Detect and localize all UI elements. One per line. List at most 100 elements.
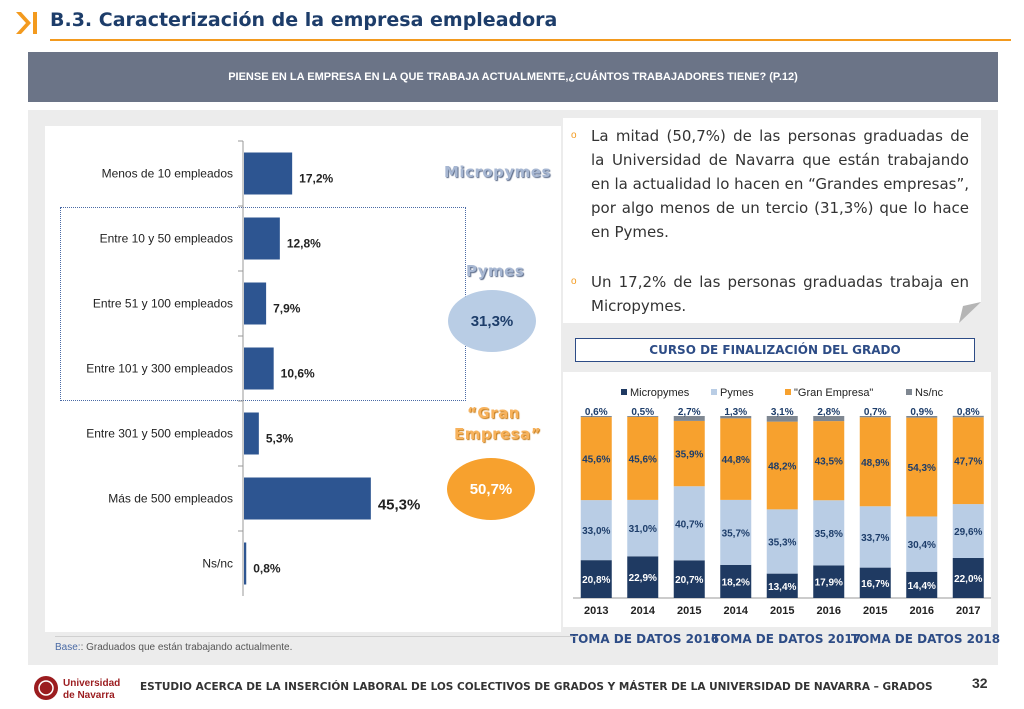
stack-segment	[720, 499, 752, 565]
stack-segment	[859, 567, 891, 598]
stack-segment	[952, 504, 984, 558]
x-tick-label: 2017	[956, 605, 980, 617]
period-label-2018: TOMA DE DATOS 2018	[851, 632, 1001, 646]
summary-bullet-1: La mitad (50,7%) de las personas graduad…	[591, 127, 969, 241]
segment-value-label: 29,6%	[954, 527, 982, 538]
gran-empresa-tag-line2: Empresa”	[454, 425, 542, 443]
segment-value-label: 0,9%	[910, 407, 933, 418]
x-tick-label: 2014	[631, 605, 656, 617]
segment-value-label: 31,0%	[629, 524, 657, 535]
legend-swatch	[785, 389, 791, 395]
gran-empresa-total-badge: 50,7%	[447, 458, 535, 520]
segment-value-label: 2,8%	[817, 407, 840, 418]
x-tick-label: 2015	[770, 605, 794, 617]
segment-value-label: 18,2%	[722, 577, 750, 588]
category-label: Entre 101 y 300 empleados	[86, 362, 233, 376]
stack-segment	[673, 486, 705, 561]
segment-value-label: 1,3%	[724, 407, 747, 418]
stack-segment	[952, 415, 984, 418]
stacked-chart-title: CURSO DE FINALIZACIÓN DEL GRADO	[575, 338, 975, 362]
legend-swatch	[906, 389, 912, 395]
segment-value-label: 13,4%	[768, 582, 796, 593]
segment-value-label: 0,7%	[864, 407, 887, 418]
page-title: B.3. Caracterización de la empresa emple…	[50, 9, 558, 31]
bar-value-label: 45,3%	[378, 497, 421, 514]
base-divider	[55, 636, 575, 637]
stack-segment	[766, 509, 798, 574]
stack-segment	[580, 500, 612, 561]
stack-segment	[906, 571, 938, 598]
period-label-2016: TOMA DE DATOS 2016	[570, 632, 720, 646]
stack-segment	[813, 565, 845, 598]
stack-segment	[766, 416, 798, 422]
stack-segment	[627, 556, 659, 598]
segment-value-label: 43,5%	[815, 457, 843, 468]
bullet-icon: o	[571, 276, 577, 287]
segment-value-label: 16,7%	[861, 579, 889, 590]
page-fold-icon	[959, 302, 981, 323]
category-label: Entre 301 y 500 empleados	[86, 427, 233, 441]
stack-segment	[766, 421, 798, 510]
company-size-bar-chart: Menos de 10 empleados 17,2% Entre 10 y 50 …	[86, 140, 421, 596]
segment-value-label: 45,6%	[629, 454, 657, 465]
segment-value-label: 35,7%	[722, 528, 750, 539]
stack-segment	[627, 416, 659, 500]
bar-value-label: 12,8%	[287, 237, 321, 251]
segment-value-label: 54,3%	[908, 463, 936, 474]
micropymes-tag: Micropymes	[444, 163, 551, 181]
segment-value-label: 0,5%	[631, 407, 654, 418]
stack-segment	[673, 416, 705, 421]
bar	[244, 477, 371, 520]
segment-value-label: 3,1%	[771, 407, 794, 418]
bar	[244, 217, 280, 260]
logo-line2: de Navarra	[63, 690, 115, 701]
x-tick-label: 2013	[584, 605, 608, 617]
legend-label: "Gran Empresa"	[794, 387, 873, 399]
stack-segment	[673, 560, 705, 598]
stack-segment	[952, 417, 984, 505]
bar	[244, 412, 259, 455]
segment-value-label: 35,8%	[815, 529, 843, 540]
university-logo: Universidad de Navarra	[34, 676, 120, 701]
bar-value-label: 5,3%	[266, 432, 294, 446]
category-label: Entre 51 y 100 empleados	[93, 297, 233, 311]
segment-value-label: 14,4%	[908, 581, 936, 592]
x-tick-label: 2016	[910, 605, 934, 617]
legend-label: Ns/nc	[915, 387, 944, 399]
segment-value-label: 22,0%	[954, 574, 982, 585]
stack-segment	[580, 560, 612, 598]
logo-line1: Universidad	[63, 678, 120, 689]
segment-value-label: 0,6%	[585, 407, 608, 418]
bar	[244, 347, 274, 390]
stack-segment	[580, 417, 612, 501]
question-banner: PIENSE EN LA EMPRESA EN LA QUE TRABAJA A…	[28, 52, 998, 102]
x-tick-label: 2015	[863, 605, 887, 617]
legend-label: Pymes	[720, 387, 754, 399]
base-note: Base:: Graduados que están trabajando ac…	[55, 642, 292, 653]
segment-value-label: 33,0%	[582, 526, 610, 537]
stack-segment	[766, 573, 798, 598]
bar	[244, 542, 247, 585]
stack-segment	[859, 416, 891, 418]
stack-segment	[580, 416, 612, 418]
stack-segment	[627, 499, 659, 557]
stack-segment	[720, 418, 752, 500]
stack-segment	[720, 564, 752, 598]
stack-segment	[859, 506, 891, 568]
x-tick-label: 2014	[724, 605, 749, 617]
segment-value-label: 40,7%	[675, 519, 703, 530]
company-size-chart-card	[45, 126, 561, 632]
segment-value-label: 30,4%	[908, 540, 936, 551]
segment-value-label: 0,8%	[957, 407, 980, 418]
stack-segment	[627, 416, 659, 417]
x-tick-label: 2016	[817, 605, 841, 617]
stack-segment	[673, 420, 705, 487]
legend-swatch	[711, 389, 717, 395]
stack-segment	[952, 557, 984, 598]
pymes-total-badge: 31,3%	[448, 290, 536, 352]
gran-empresa-tag-line1: “Gran	[467, 404, 520, 422]
bar-value-label: 17,2%	[299, 172, 333, 186]
summary-bullet-2: Un 17,2% de las personas graduadas traba…	[591, 273, 969, 315]
segment-value-label: 33,7%	[861, 533, 889, 544]
category-label: Más de 500 empleados	[108, 492, 233, 506]
